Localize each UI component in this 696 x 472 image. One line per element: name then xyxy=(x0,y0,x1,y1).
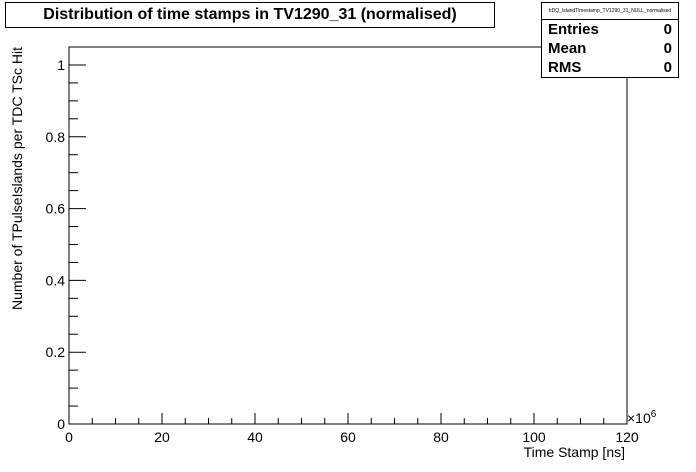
stats-value: 0 xyxy=(663,59,672,76)
stats-value: 0 xyxy=(663,40,672,57)
x-exponent-label: ×106 xyxy=(627,409,657,426)
x-axis-ticks: 0 20 40 60 80 100 120 xyxy=(65,413,639,445)
y-tick-label: 0 xyxy=(57,416,65,432)
x-tick-label: 100 xyxy=(522,429,546,445)
stats-row-entries: Entries 0 xyxy=(542,20,678,39)
x-tick-label: 40 xyxy=(247,429,263,445)
x-tick-label: 0 xyxy=(65,429,73,445)
x-tick-label: 120 xyxy=(615,429,639,445)
stats-histogram-name: hDQ_IslandTimestamp_TV1290_31_NULL_norma… xyxy=(542,3,678,20)
y-tick-label: 0.8 xyxy=(46,129,66,145)
x-axis-label: Time Stamp [ns] xyxy=(524,444,625,460)
stats-row-rms: RMS 0 xyxy=(542,58,678,77)
y-tick-label: 1 xyxy=(57,57,65,73)
stats-box: hDQ_IslandTimestamp_TV1290_31_NULL_norma… xyxy=(541,2,679,78)
stats-label: RMS xyxy=(548,59,582,76)
x-tick-label: 80 xyxy=(433,429,449,445)
plot-frame xyxy=(68,46,628,425)
stats-label: Mean xyxy=(548,40,587,57)
x-tick-label: 20 xyxy=(154,429,170,445)
stats-value: 0 xyxy=(663,21,672,38)
chart-title: Distribution of time stamps in TV1290_31… xyxy=(5,2,495,28)
y-axis-ticks: 0 0.2 0.4 0.6 0.8 1 xyxy=(46,46,86,432)
stats-row-mean: Mean 0 xyxy=(542,39,678,58)
y-tick-label: 0.4 xyxy=(46,272,66,288)
y-tick-label: 0.2 xyxy=(46,344,66,360)
stats-label: Entries xyxy=(548,21,599,38)
x-tick-label: 60 xyxy=(340,429,356,445)
y-tick-label: 0.6 xyxy=(46,201,66,217)
y-axis-label: Number of TPulseIslands per TDC TSc Hit xyxy=(9,47,25,310)
